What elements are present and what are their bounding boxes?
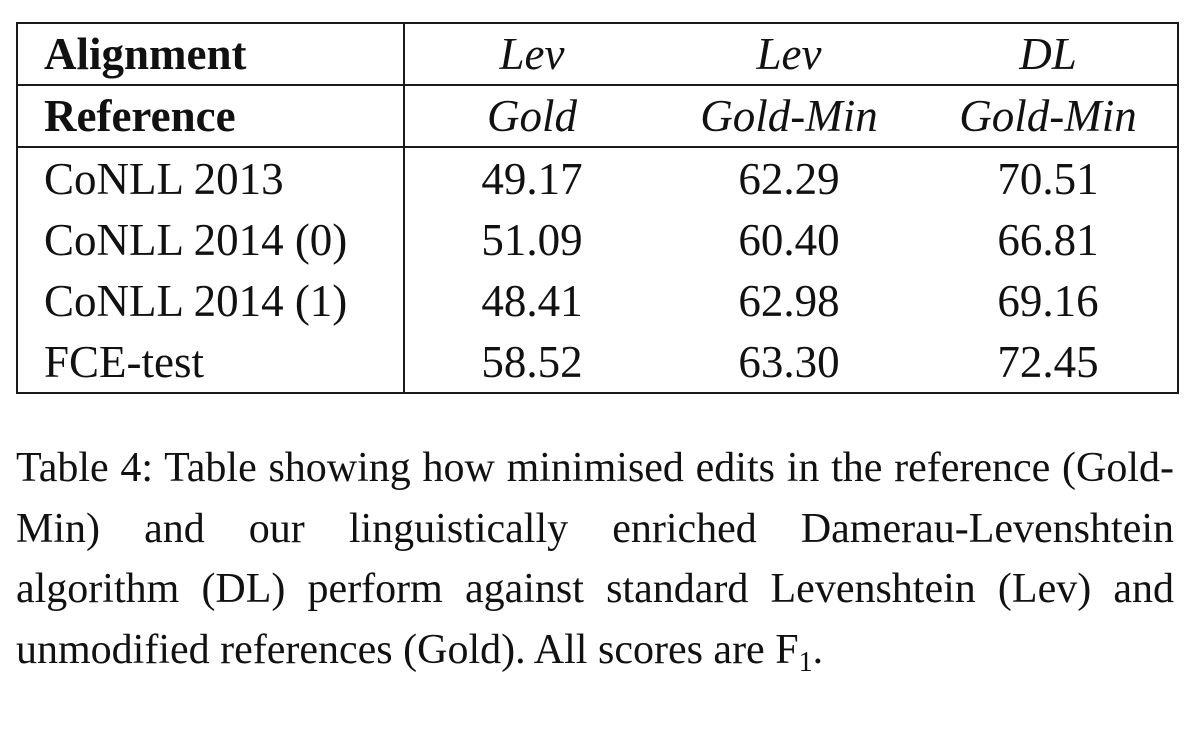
results-table: Alignment Lev Lev DL Reference Gold Gold… xyxy=(16,22,1179,394)
table-cell: 62.98 xyxy=(738,275,840,326)
table-cell: 66.81 xyxy=(997,214,1099,265)
caption-end: . xyxy=(812,626,824,673)
row-label: CoNLL 2014 (0) xyxy=(17,209,405,270)
header-cell: Gold-Min xyxy=(659,85,919,148)
header-row-alignment: Alignment Lev Lev DL xyxy=(17,23,1178,86)
header-cell: Lev xyxy=(659,23,919,86)
header-row-reference: Reference Gold Gold-Min Gold-Min xyxy=(17,85,1178,148)
table-cell: 62.29 xyxy=(738,153,840,204)
table-cell: 51.09 xyxy=(481,214,583,265)
caption-text: Table showing how minimised edits in the… xyxy=(16,445,1175,673)
table-cell: 58.52 xyxy=(481,336,583,387)
table-row: FCE-test 58.52 63.30 72.45 xyxy=(17,331,1178,393)
caption-label: Table 4: xyxy=(16,445,154,491)
table-cell: 48.41 xyxy=(481,275,583,326)
row-label: CoNLL 2013 xyxy=(17,147,405,209)
table-cell: 69.16 xyxy=(997,275,1099,326)
header-label: Reference xyxy=(17,85,405,148)
table-row: CoNLL 2013 49.17 62.29 70.51 xyxy=(17,147,1178,209)
header-cell: DL xyxy=(919,23,1178,86)
header-label: Alignment xyxy=(17,23,405,86)
header-cell: Gold-Min xyxy=(919,85,1178,148)
results-table-container: Alignment Lev Lev DL Reference Gold Gold… xyxy=(16,22,1179,394)
caption-subscript: 1 xyxy=(798,646,813,678)
header-cell: Gold xyxy=(404,85,659,148)
row-label: FCE-test xyxy=(17,331,405,393)
table-row: CoNLL 2014 (1) 48.41 62.98 69.16 xyxy=(17,270,1178,331)
table-row: CoNLL 2014 (0) 51.09 60.40 66.81 xyxy=(17,209,1178,270)
table-cell: 63.30 xyxy=(738,336,840,387)
table-cell: 72.45 xyxy=(997,336,1099,387)
table-cell: 70.51 xyxy=(997,153,1099,204)
row-label: CoNLL 2014 (1) xyxy=(17,270,405,331)
header-cell: Lev xyxy=(404,23,659,86)
table-cell: 49.17 xyxy=(481,153,583,204)
table-cell: 60.40 xyxy=(738,214,840,265)
table-caption: Table 4: Table showing how minimised edi… xyxy=(16,438,1174,680)
